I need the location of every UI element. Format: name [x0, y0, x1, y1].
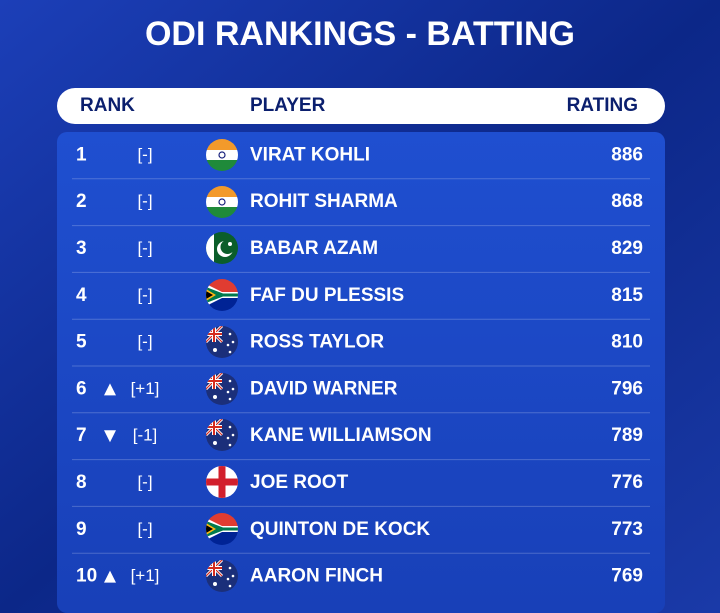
- title: ODI RANKINGS - BATTING: [145, 15, 575, 53]
- player-name: KANE WILLIAMSON: [250, 425, 432, 446]
- player-name: FAF DU PLESSIS: [250, 285, 404, 306]
- arrow-up: [104, 383, 116, 396]
- rank-change: [+1]: [131, 566, 160, 585]
- rank-change: [-]: [137, 472, 152, 491]
- arrow-down: [104, 430, 116, 443]
- rank: 9: [76, 519, 87, 540]
- header-bar: [57, 88, 665, 124]
- flag: [206, 186, 238, 218]
- header-rank: RANK: [80, 95, 135, 116]
- rank: 2: [76, 191, 87, 212]
- rating: 796: [611, 378, 643, 399]
- rank-change: [-1]: [133, 426, 158, 445]
- flag: [206, 419, 238, 451]
- rating: 773: [611, 519, 643, 540]
- header-player: PLAYER: [250, 95, 326, 116]
- rating: 810: [611, 332, 643, 353]
- rank-change: [-]: [137, 192, 152, 211]
- rank: 5: [76, 332, 87, 353]
- flag: [206, 279, 238, 311]
- player-name: AARON FINCH: [250, 566, 383, 587]
- rating: 829: [611, 238, 643, 259]
- player-name: ROSS TAYLOR: [250, 332, 384, 353]
- rank: 10: [76, 566, 97, 587]
- rank-change: [-]: [137, 145, 152, 164]
- arrow-up: [104, 570, 116, 583]
- rating: 815: [611, 285, 643, 306]
- rank: 3: [76, 238, 87, 259]
- rank: 7: [76, 425, 87, 446]
- flag: [206, 232, 238, 264]
- rating: 776: [611, 472, 643, 493]
- flag: [206, 513, 238, 545]
- rank: 6: [76, 378, 87, 399]
- player-name: VIRAT KOHLI: [250, 144, 370, 165]
- player-name: JOE ROOT: [250, 472, 349, 493]
- flag: [206, 466, 238, 498]
- rating: 769: [611, 566, 643, 587]
- rank: 8: [76, 472, 87, 493]
- header-rating: RATING: [567, 95, 638, 116]
- player-name: ROHIT SHARMA: [250, 191, 398, 212]
- rank-change: [-]: [137, 238, 152, 257]
- rank-change: [-]: [137, 285, 152, 304]
- flag: [206, 139, 238, 171]
- rank-change: [-]: [137, 519, 152, 538]
- flag: [206, 560, 238, 592]
- rating: 886: [611, 144, 643, 165]
- rank: 4: [76, 285, 87, 306]
- rank: 1: [76, 144, 87, 165]
- rating: 868: [611, 191, 643, 212]
- flag: [206, 326, 238, 358]
- rank-change: [-]: [137, 332, 152, 351]
- player-name: QUINTON DE KOCK: [250, 519, 430, 540]
- rating: 789: [611, 425, 643, 446]
- player-name: DAVID WARNER: [250, 378, 398, 399]
- player-name: BABAR AZAM: [250, 238, 378, 259]
- flag: [206, 373, 238, 405]
- rank-change: [+1]: [131, 379, 160, 398]
